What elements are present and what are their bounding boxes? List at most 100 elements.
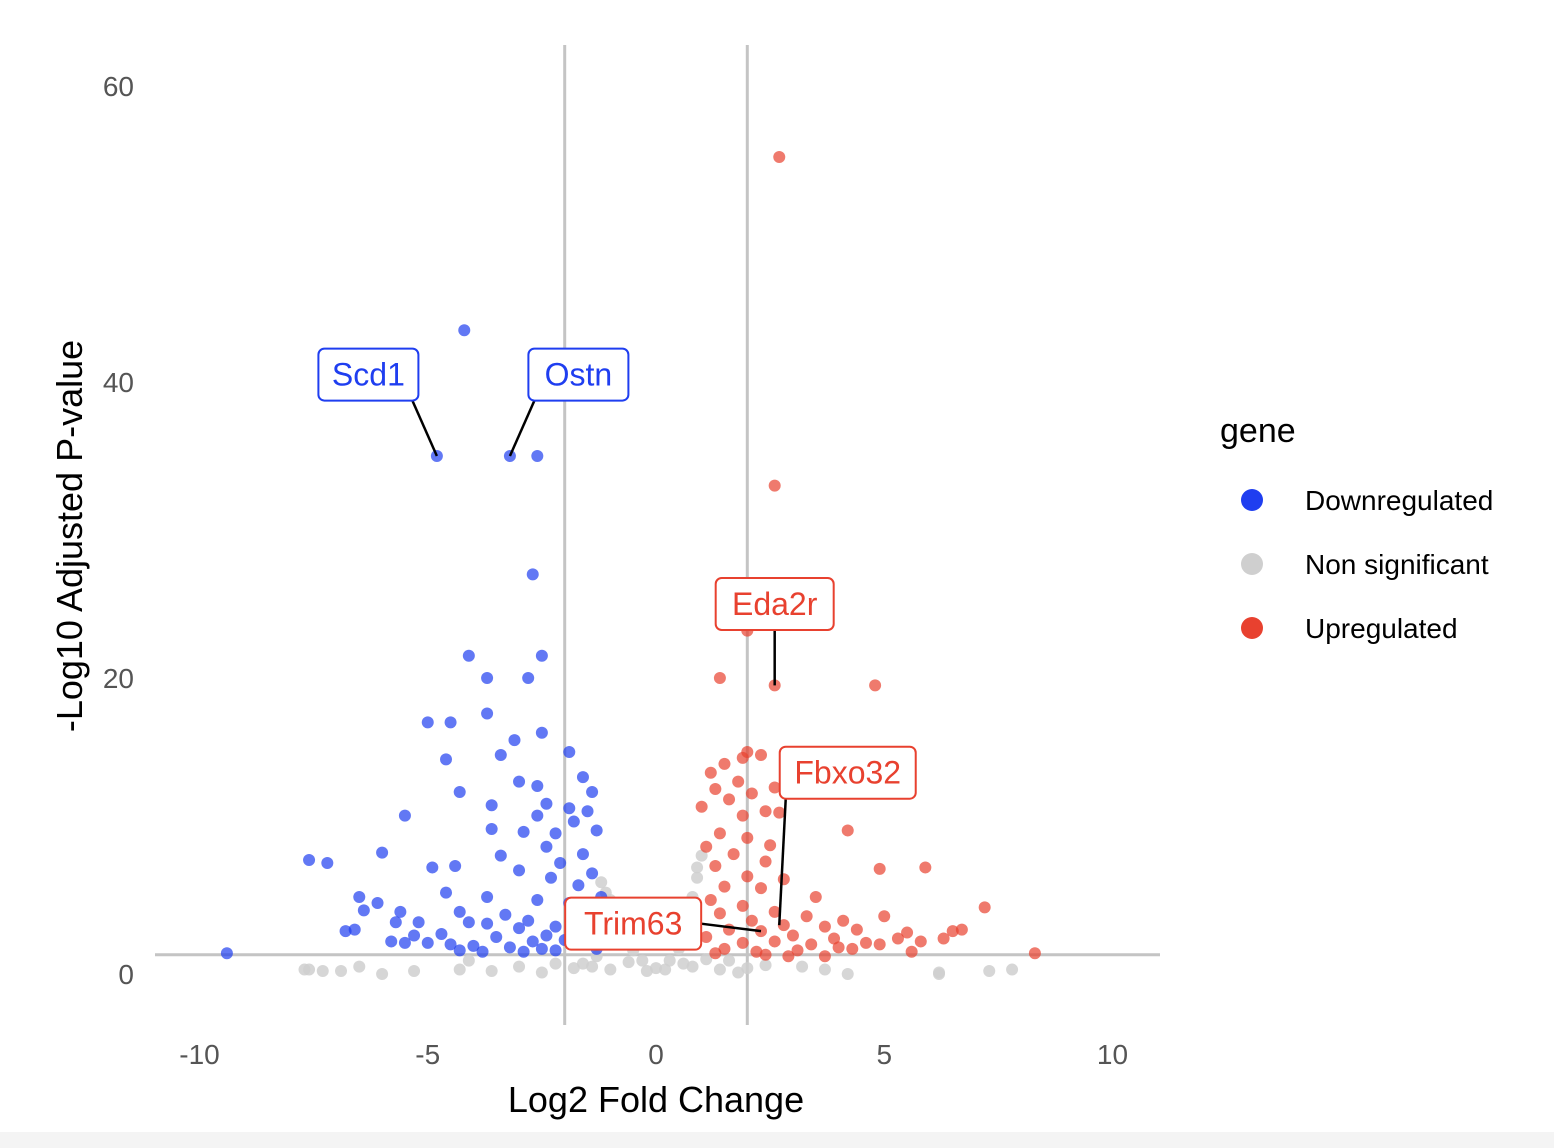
data-point: [796, 960, 809, 973]
data-point: [453, 963, 466, 976]
data-point: [531, 809, 544, 822]
data-point: [303, 963, 316, 976]
legend-label: Non significant: [1305, 549, 1489, 580]
data-point: [759, 959, 772, 972]
data-point: [704, 766, 717, 779]
data-point: [540, 840, 553, 853]
data-point: [773, 806, 786, 819]
data-point: [517, 945, 530, 958]
data-point: [549, 944, 562, 957]
data-point: [677, 957, 690, 970]
x-tick-label: -10: [179, 1039, 219, 1070]
data-point: [353, 960, 366, 973]
data-point: [531, 780, 544, 793]
data-point: [440, 753, 453, 766]
gene-label-fbxo32: Fbxo32: [778, 745, 917, 926]
data-point: [713, 907, 726, 920]
data-point: [513, 922, 526, 935]
data-point: [914, 935, 927, 948]
data-point: [581, 805, 594, 818]
data-point: [503, 941, 516, 954]
data-point: [736, 751, 749, 764]
label-box: [317, 347, 420, 402]
data-point: [572, 879, 585, 892]
legend-item-downregulated: Downregulated: [1241, 485, 1493, 516]
data-point: [663, 954, 676, 967]
data-point: [535, 649, 548, 662]
data-point: [526, 568, 539, 581]
x-axis-ticks: -10 -5 0 5 10: [179, 1039, 1128, 1070]
legend-swatch: [1241, 617, 1263, 639]
data-point: [513, 960, 526, 973]
data-point: [526, 935, 539, 948]
data-point: [686, 960, 699, 973]
data-point: [567, 815, 580, 828]
data-point: [732, 775, 745, 788]
x-tick-label: 10: [1097, 1039, 1128, 1070]
data-point: [841, 824, 854, 837]
data-point: [421, 936, 434, 949]
data-point: [723, 793, 736, 806]
data-point: [832, 941, 845, 954]
data-point: [586, 785, 599, 798]
data-point: [485, 799, 498, 812]
legend-label: Upregulated: [1305, 613, 1458, 644]
data-point: [955, 923, 968, 936]
data-point: [1006, 963, 1019, 976]
x-tick-label: -5: [415, 1039, 440, 1070]
data-point: [604, 963, 617, 976]
data-point: [777, 873, 790, 886]
data-point: [891, 932, 904, 945]
data-point: [513, 864, 526, 877]
label-text: Ostn: [545, 357, 613, 393]
data-point: [444, 716, 457, 729]
data-point: [398, 936, 411, 949]
data-point: [531, 894, 544, 906]
data-point: [412, 916, 425, 929]
data-point: [563, 746, 576, 758]
data-point: [718, 757, 731, 770]
data-point: [650, 962, 662, 975]
data-point: [933, 966, 946, 979]
data-point: [709, 859, 722, 872]
data-point: [750, 945, 763, 958]
data-point: [704, 894, 717, 906]
data-point: [782, 950, 795, 963]
data-point: [800, 910, 813, 923]
data-point: [700, 840, 713, 853]
data-point: [549, 920, 562, 933]
data-point: [695, 849, 708, 862]
data-point: [508, 734, 521, 747]
gene-label-ostn: Ostn: [508, 347, 630, 457]
data-point: [759, 855, 772, 868]
data-point: [549, 957, 562, 970]
y-tick-label: 0: [118, 959, 134, 990]
gene-label-scd1: Scd1: [317, 347, 439, 457]
data-point: [736, 809, 749, 822]
label-box: [778, 745, 917, 800]
data-point: [818, 920, 831, 933]
x-tick-label: 0: [648, 1039, 664, 1070]
legend-item-upregulated: Upregulated: [1241, 613, 1458, 644]
label-text: Trim63: [584, 906, 682, 942]
data-point: [316, 965, 329, 978]
data-point: [531, 450, 544, 462]
label-connector: [411, 400, 439, 457]
data-point: [691, 871, 704, 884]
data-point: [353, 891, 366, 904]
data-point: [485, 822, 498, 835]
data-point: [563, 802, 576, 815]
data-point: [841, 968, 854, 980]
data-point: [809, 891, 822, 904]
data-point: [732, 966, 745, 979]
y-tick-label: 60: [103, 71, 134, 102]
gene-label-trim63: Trim63: [564, 896, 762, 951]
data-point: [768, 781, 781, 794]
data-point: [713, 827, 726, 840]
data-point: [754, 748, 767, 761]
data-point: [449, 859, 462, 872]
data-point: [745, 914, 758, 927]
data-point: [622, 956, 635, 969]
data-point: [727, 848, 740, 861]
label-text: Scd1: [332, 357, 405, 393]
